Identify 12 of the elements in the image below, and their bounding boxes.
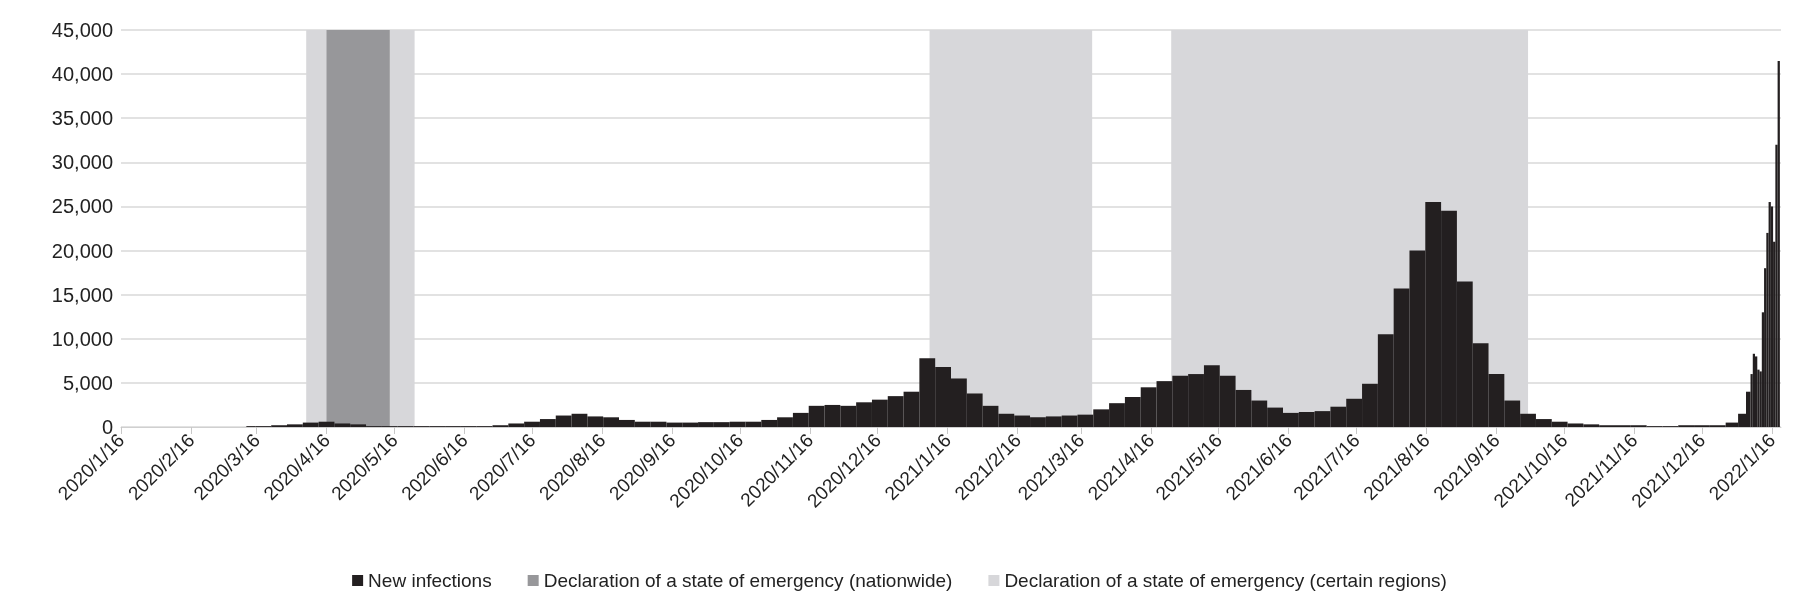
y-tick-label: 45,000: [51, 19, 113, 41]
y-tick-label: 30,000: [51, 151, 113, 174]
legend-label: Declaration of a state of emergency (nationwide): [543, 570, 953, 591]
legend-label: New infections: [368, 570, 492, 591]
y-tick-label: 20,000: [51, 239, 113, 262]
y-tick-label: 35,000: [51, 107, 113, 130]
y-tick-label: 25,000: [51, 195, 113, 218]
y-tick-label: 40,000: [51, 63, 113, 86]
y-tick-label: 5,000: [62, 371, 113, 394]
y-tick-label: 10,000: [51, 327, 113, 350]
y-tick-label: 15,000: [51, 283, 113, 306]
legend-label: Declaration of a state of emergency (certain regions): [1004, 570, 1447, 591]
